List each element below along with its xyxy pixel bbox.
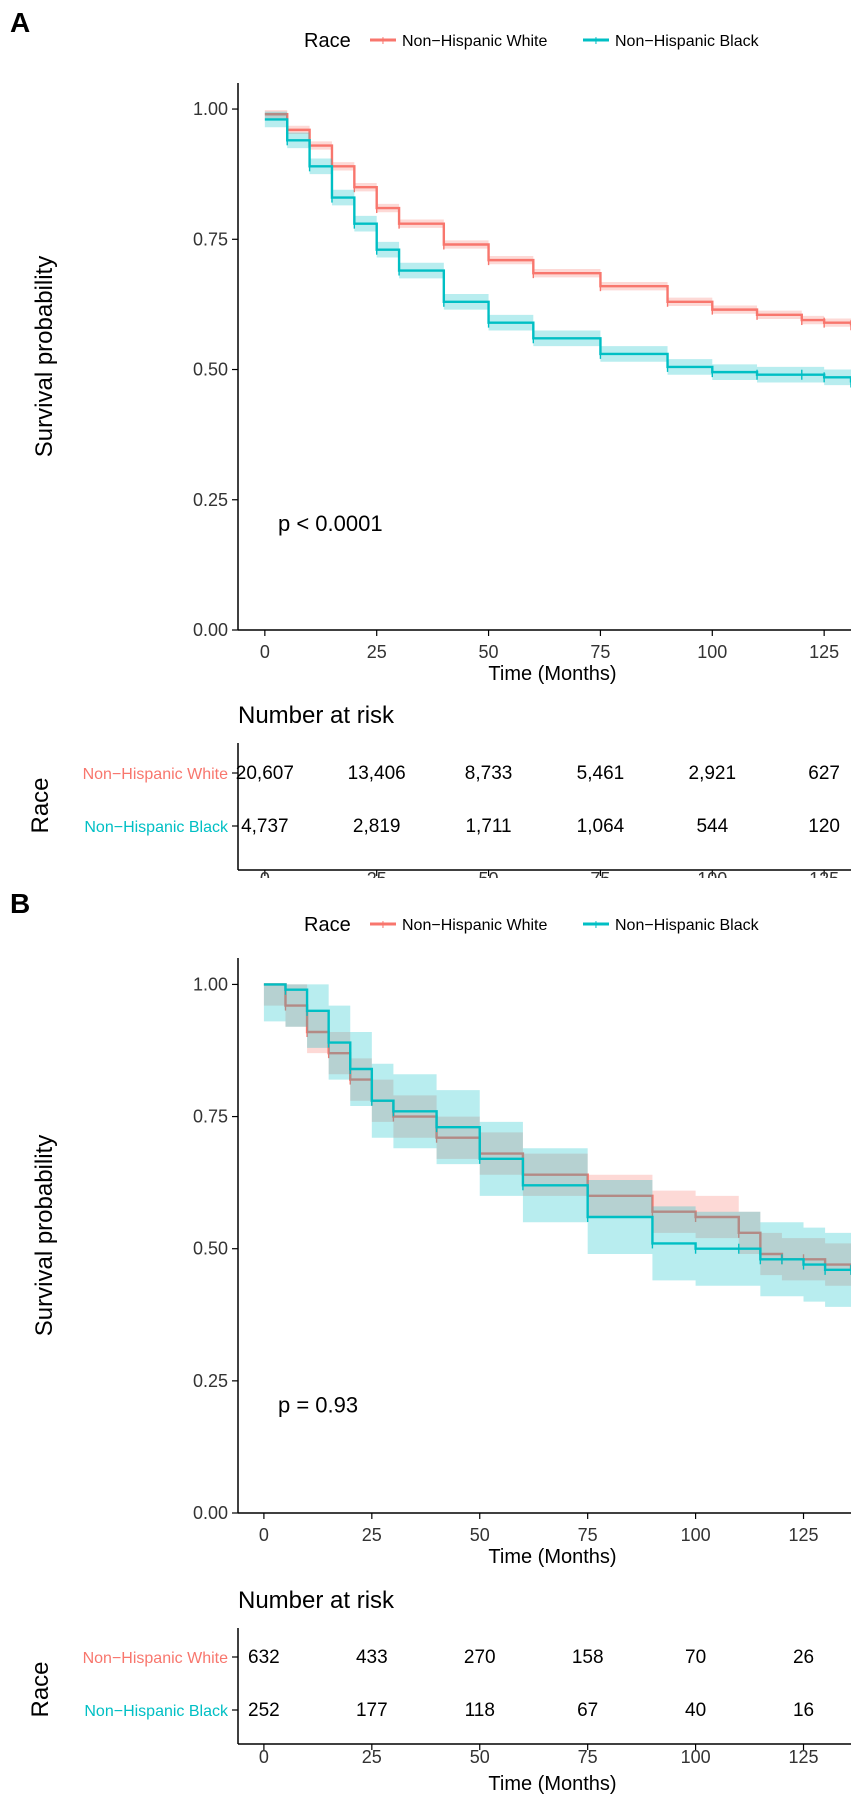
y-tick-label: 0.50 [193,1239,228,1259]
y-tick-label: 0.75 [193,229,228,249]
risk-count: 13,406 [348,763,406,784]
risk-count: 627 [808,763,840,784]
legend-key-plus: + [379,916,387,932]
risk-count: 2,819 [353,816,401,837]
risk-row-label: Non−Hispanic Black [84,1703,229,1720]
risk-count: 2,921 [689,763,737,784]
risk-count: 433 [356,1647,388,1668]
panel-b: B Race + Non−Hispanic White + Non−Hispanic Bl… [10,888,851,1795]
x-tick-label: 75 [578,1525,598,1545]
panel-letter: B [10,888,30,919]
y-tick-label: 0.00 [193,620,228,640]
legend-key-plus: + [592,32,600,48]
legend-key-plus: + [592,916,600,932]
x-tick-label: 0 [260,642,270,662]
p-value: p < 0.0001 [278,511,383,536]
legend-label-white: Non−Hispanic White [402,33,548,50]
x-tick-label: 75 [590,642,610,662]
y-tick-label: 0.25 [193,490,228,510]
x-axis-title: Time (Months) [488,663,616,685]
risk-count: 26 [793,1647,814,1668]
x-tick-label: 125 [809,642,839,662]
risk-y-title: Race [27,777,54,833]
risk-x-tick-label: 125 [788,1747,818,1767]
x-tick-label: 50 [479,642,499,662]
y-tick-label: 0.00 [193,1503,228,1523]
risk-row-label: Non−Hispanic Black [84,819,229,836]
legend-title: Race [304,914,351,936]
series-black [263,983,851,1307]
risk-x-tick-label: 25 [362,1747,382,1767]
risk-table-title: Number at risk [238,702,395,729]
risk-row-label: Non−Hispanic White [83,766,229,783]
x-tick-label: 25 [367,642,387,662]
risk-count: 16 [793,1700,814,1721]
x-tick-label: 125 [788,1525,818,1545]
y-axis-title: Survival probability [31,1135,58,1336]
risk-count: 8,733 [465,763,513,784]
risk-count: 4,737 [241,816,289,837]
risk-count: 120 [808,816,840,837]
series-black [264,111,851,391]
legend-key-plus: + [379,32,387,48]
y-tick-label: 0.75 [193,1107,228,1127]
risk-count: 632 [248,1647,280,1668]
risk-x-tick-label: 50 [470,1747,490,1767]
ci-band-white [264,110,851,330]
ci-band-white [263,984,851,1291]
risk-table-title: Number at risk [238,1587,395,1614]
panel-a: A Race + Non−Hispanic White + Non−Hispanic Bl… [10,7,851,889]
y-tick-label: 1.00 [193,974,228,994]
risk-axis-crop [230,878,851,892]
risk-x-axis-title: Time (Months) [488,1773,616,1795]
risk-x-tick-label: 75 [578,1747,598,1767]
risk-count: 20,607 [236,763,294,784]
panel-letter: A [10,7,30,38]
risk-count: 70 [685,1647,706,1668]
y-axis-title: Survival probability [31,256,58,457]
p-value: p = 0.93 [278,1393,358,1418]
risk-count: 5,461 [577,763,625,784]
risk-count: 1,064 [577,816,625,837]
legend-label-white: Non−Hispanic White [402,917,548,934]
series-white [264,110,851,331]
risk-count: 158 [572,1647,604,1668]
risk-x-tick-label: 0 [259,1747,269,1767]
risk-count: 1,711 [465,816,511,837]
x-axis-title: Time (Months) [488,1546,616,1568]
x-tick-label: 25 [362,1525,382,1545]
survival-curve-black [263,983,851,1272]
legend-label-black: Non−Hispanic Black [615,33,760,50]
risk-y-title: Race [27,1661,54,1717]
y-tick-label: 1.00 [193,99,228,119]
risk-row-label: Non−Hispanic White [83,1650,229,1667]
x-tick-label: 50 [470,1525,490,1545]
risk-count: 270 [464,1647,496,1668]
risk-count: 177 [356,1700,388,1721]
x-tick-label: 0 [259,1525,269,1545]
legend: Race + Non−Hispanic White + Non−Hispanic Bla… [304,30,760,52]
legend: Race + Non−Hispanic White + Non−Hispanic Bla… [304,914,760,936]
legend-label-black: Non−Hispanic Black [615,917,760,934]
x-tick-label: 100 [681,1525,711,1545]
ci-band-black [263,984,851,1307]
y-tick-label: 0.50 [193,360,228,380]
survival-curve-white [264,113,851,326]
risk-table: Number at risk Race Non−Hispanic White 20,6… [27,702,851,889]
risk-count: 544 [696,816,728,837]
x-tick-label: 100 [697,642,727,662]
risk-table: Number at risk Race Non−Hispanic White 632 4… [27,1587,851,1795]
legend-title: Race [304,30,351,52]
ci-band-black [264,111,851,391]
risk-count: 67 [577,1700,598,1721]
risk-count: 252 [248,1700,280,1721]
y-tick-label: 0.25 [193,1371,228,1391]
risk-count: 118 [465,1700,495,1721]
risk-x-tick-label: 100 [681,1747,711,1767]
risk-count: 40 [685,1700,706,1721]
